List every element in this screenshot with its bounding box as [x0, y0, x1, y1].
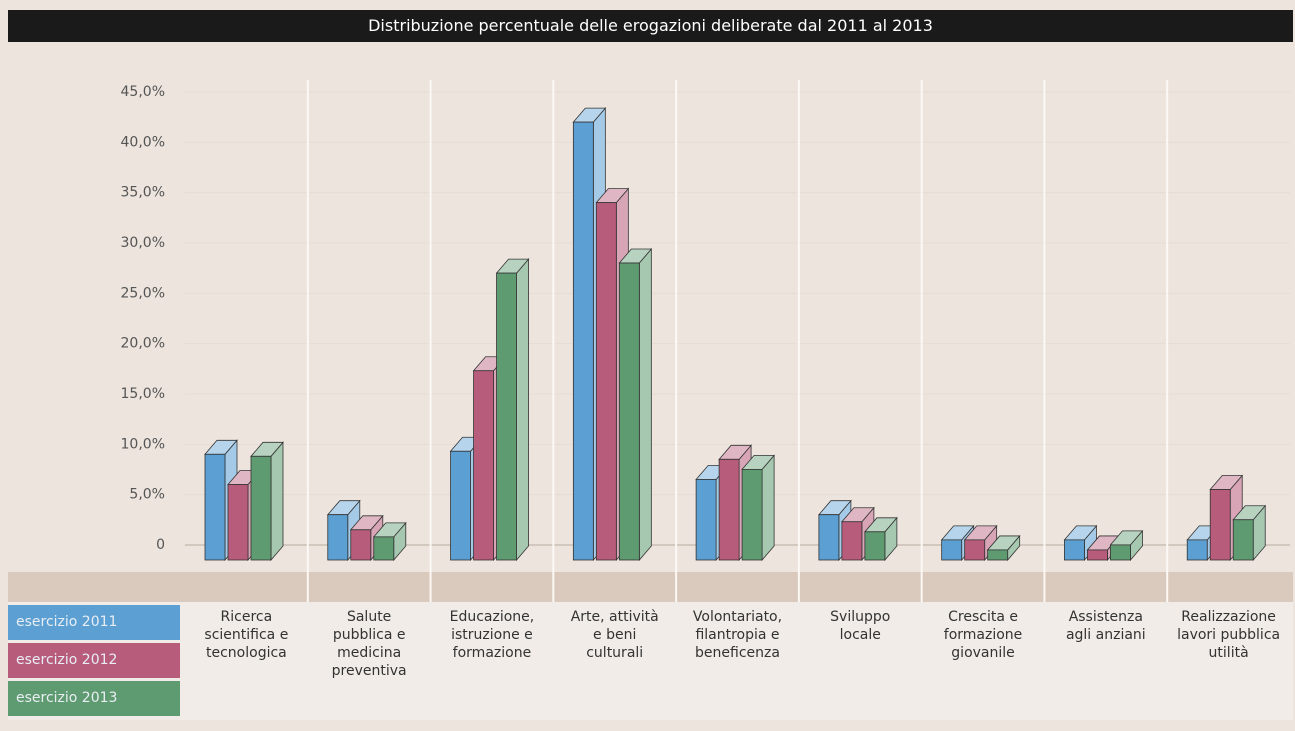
- y-tick-label: 35,0%: [121, 185, 165, 201]
- y-tick-label: 45,0%: [121, 84, 165, 100]
- x-tick-label: Educazione, istruzione e formazione: [449, 609, 535, 661]
- bar: [250, 455, 272, 561]
- bar: [1209, 489, 1231, 561]
- legend-entry: esercizio 2011: [8, 605, 180, 640]
- x-tick-label: Ricerca scientifica e tecnologica: [204, 609, 289, 661]
- bar: [964, 539, 986, 561]
- label-area: [8, 602, 1293, 720]
- x-tick-label: Arte, attività e beni culturali: [570, 609, 659, 661]
- legend-entry: esercizio 2013: [8, 681, 180, 716]
- bar: [572, 121, 594, 561]
- bar: [1087, 549, 1108, 561]
- x-tick-label: Sviluppo locale: [830, 609, 891, 643]
- bar: [1064, 539, 1085, 561]
- x-tick-label: Volontariato, filantropia e beneficenza: [692, 609, 783, 661]
- bar: [350, 529, 372, 561]
- x-tick-label: Salute pubblica e medicina preventiva: [331, 609, 407, 679]
- bar: [1232, 519, 1254, 561]
- bar: [618, 262, 640, 561]
- bar: [718, 458, 740, 561]
- bar: [450, 450, 471, 561]
- y-tick-label: 40,0%: [121, 134, 165, 150]
- y-tick-label: 0: [156, 537, 165, 553]
- bar-side: [761, 454, 775, 562]
- bar: [864, 531, 886, 561]
- bar: [595, 202, 617, 561]
- bar: [1110, 544, 1131, 561]
- bar: [204, 453, 226, 561]
- bar: [841, 521, 863, 561]
- bar: [327, 514, 349, 561]
- bar: [987, 549, 1009, 561]
- label-band: [8, 572, 1293, 602]
- bar-side: [516, 258, 529, 562]
- y-tick-label: 5,0%: [129, 487, 165, 503]
- bar-side: [638, 247, 652, 562]
- y-tick-label: 25,0%: [121, 285, 165, 301]
- x-tick-label: Crescita e formazione giovanile: [943, 609, 1023, 661]
- y-tick-label: 15,0%: [121, 386, 165, 402]
- bar: [941, 539, 963, 561]
- legend-entry: esercizio 2012: [8, 643, 180, 678]
- x-tick-label: Realizzazione lavori pubblica utilità: [1177, 609, 1281, 661]
- bar: [741, 468, 763, 561]
- bar: [496, 272, 517, 561]
- x-tick-label: Assistenza agli anziani: [1065, 609, 1146, 643]
- bar: [695, 479, 717, 561]
- y-tick-label: 20,0%: [121, 336, 165, 352]
- bar-side: [270, 441, 284, 562]
- bar: [818, 514, 840, 561]
- bar: [227, 484, 249, 561]
- bar: [373, 536, 395, 561]
- bar: [1186, 539, 1208, 561]
- y-tick-label: 10,0%: [121, 436, 165, 452]
- bar: [473, 370, 494, 561]
- chart-title: Distribuzione percentuale delle erogazio…: [8, 10, 1293, 42]
- y-tick-label: 30,0%: [121, 235, 165, 251]
